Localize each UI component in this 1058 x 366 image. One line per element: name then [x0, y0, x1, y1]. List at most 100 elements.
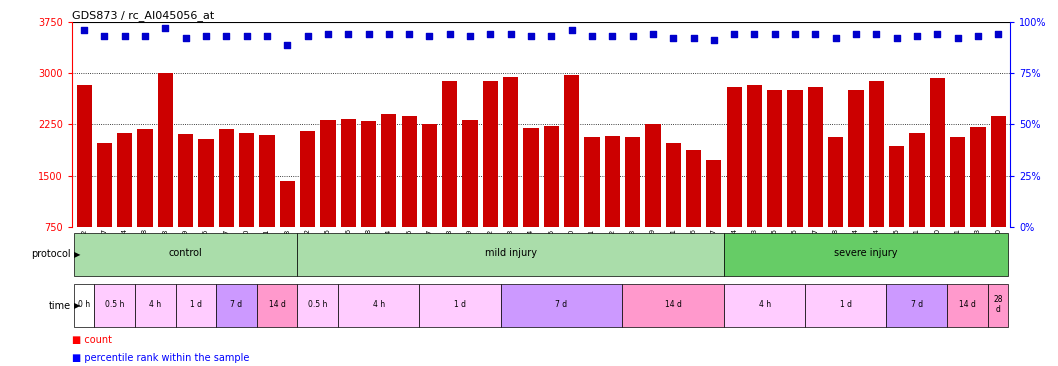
Point	[827, 36, 844, 41]
Text: severe injury: severe injury	[835, 249, 898, 258]
Point	[624, 33, 641, 39]
Bar	[988, 284, 1008, 327]
Point	[644, 31, 661, 37]
Point	[136, 33, 153, 39]
Bar	[564, 75, 579, 278]
Bar	[76, 86, 92, 278]
Bar	[94, 284, 135, 327]
Text: mild injury: mild injury	[485, 249, 536, 258]
Point	[96, 33, 113, 39]
Point	[279, 42, 296, 48]
Bar	[887, 284, 947, 327]
Point	[461, 33, 478, 39]
Bar	[787, 90, 803, 278]
Bar	[869, 81, 883, 278]
Bar	[645, 124, 660, 278]
Bar	[950, 137, 965, 278]
Bar	[97, 143, 112, 278]
Point	[685, 36, 701, 41]
Bar	[706, 160, 722, 278]
Point	[604, 33, 621, 39]
Text: 0.5 h: 0.5 h	[105, 300, 124, 309]
Point	[949, 36, 966, 41]
Text: 4 h: 4 h	[759, 300, 770, 309]
Point	[909, 33, 926, 39]
Point	[421, 33, 438, 39]
Bar	[828, 137, 843, 278]
Point	[116, 33, 133, 39]
Bar	[300, 131, 315, 278]
Text: 14 d: 14 d	[664, 300, 681, 309]
Text: GDS873 / rc_AI045056_at: GDS873 / rc_AI045056_at	[72, 10, 214, 21]
Text: 7 d: 7 d	[555, 300, 567, 309]
Bar	[216, 284, 257, 327]
Bar	[297, 284, 339, 327]
Bar	[849, 90, 863, 278]
Bar	[422, 124, 437, 278]
Bar	[604, 136, 620, 278]
Point	[969, 33, 986, 39]
Point	[807, 31, 824, 37]
Text: ■ count: ■ count	[72, 335, 112, 345]
Bar	[239, 132, 254, 278]
Bar	[970, 127, 985, 278]
Point	[401, 31, 418, 37]
Point	[543, 33, 560, 39]
Bar	[622, 284, 724, 327]
Bar	[402, 116, 417, 278]
Bar	[724, 284, 805, 327]
Point	[340, 31, 357, 37]
Text: 7 d: 7 d	[231, 300, 242, 309]
Bar	[339, 284, 419, 327]
Text: control: control	[169, 249, 202, 258]
Point	[847, 31, 864, 37]
Point	[482, 31, 499, 37]
Point	[320, 31, 336, 37]
Point	[299, 33, 316, 39]
Text: 1 d: 1 d	[189, 300, 202, 309]
Bar	[805, 284, 887, 327]
Bar	[747, 85, 762, 278]
Point	[157, 25, 174, 31]
Text: 28
d: 28 d	[993, 295, 1003, 314]
Bar	[219, 128, 234, 278]
Text: 1 d: 1 d	[454, 300, 466, 309]
Text: 14 d: 14 d	[269, 300, 286, 309]
Bar	[767, 90, 782, 278]
Bar	[176, 284, 216, 327]
Bar	[807, 87, 823, 278]
Text: 14 d: 14 d	[960, 300, 977, 309]
Bar	[74, 284, 94, 327]
Point	[381, 31, 398, 37]
Bar	[178, 134, 194, 278]
Bar	[135, 284, 176, 327]
Point	[706, 37, 723, 43]
Bar	[990, 116, 1006, 278]
Text: 0.5 h: 0.5 h	[308, 300, 327, 309]
Bar	[947, 284, 988, 327]
Point	[868, 31, 884, 37]
Point	[583, 33, 600, 39]
Bar	[361, 121, 377, 278]
Point	[664, 36, 681, 41]
Bar	[442, 81, 457, 278]
Bar	[381, 113, 397, 278]
Point	[766, 31, 783, 37]
Text: 7 d: 7 d	[911, 300, 923, 309]
Point	[76, 27, 93, 33]
Bar	[259, 135, 275, 278]
Bar	[482, 81, 498, 278]
Bar	[462, 120, 478, 278]
Bar	[321, 120, 335, 278]
Text: ▶: ▶	[74, 301, 80, 310]
Point	[441, 31, 458, 37]
Bar	[665, 143, 680, 278]
Point	[360, 31, 377, 37]
Point	[989, 31, 1006, 37]
Point	[563, 27, 580, 33]
Point	[726, 31, 743, 37]
Point	[503, 31, 519, 37]
Bar	[341, 119, 355, 278]
Point	[218, 33, 235, 39]
Text: ▶: ▶	[74, 250, 80, 259]
